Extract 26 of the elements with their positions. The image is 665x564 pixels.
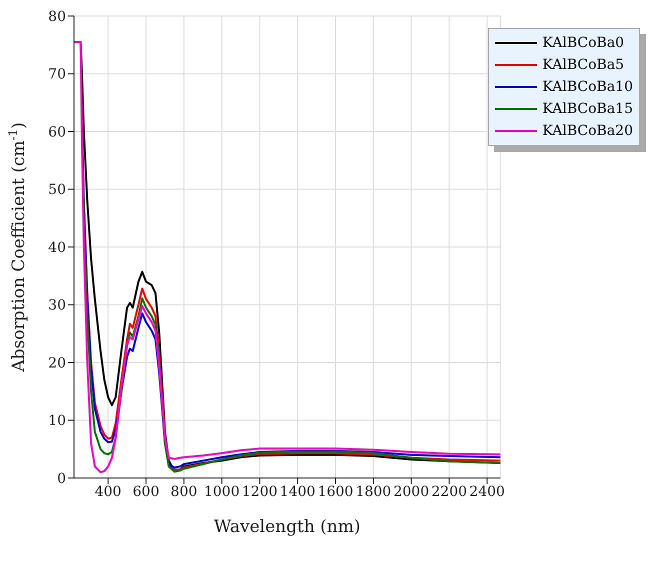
x-tick-label: 2200 (431, 484, 468, 500)
legend-label: KAlBCoBa5 (542, 56, 624, 75)
legend-label: KAlBCoBa10 (542, 78, 633, 97)
x-tick-label: 600 (132, 484, 160, 500)
y-tick-label: 10 (48, 413, 66, 430)
x-tick-label: 1600 (318, 484, 354, 500)
x-tick-label: 2400 (469, 484, 505, 500)
x-tick-label: 400 (94, 484, 122, 500)
y-tick-label: 30 (48, 298, 66, 314)
x-axis-title: Wavelength (nm) (214, 517, 361, 537)
y-tick-label: 70 (48, 66, 66, 83)
y-tick-label: 60 (48, 124, 66, 140)
x-tick-label: 1800 (356, 484, 392, 500)
legend-label: KAlBCoBa0 (542, 34, 624, 53)
legend-label: KAlBCoBa20 (542, 122, 633, 141)
y-tick-label: 80 (48, 8, 66, 25)
x-tick-label: 1400 (280, 484, 316, 500)
y-tick-label: 50 (48, 182, 66, 198)
x-tick-label: 1200 (242, 484, 278, 500)
y-tick-label: 40 (48, 240, 66, 256)
y-tick-label: 20 (48, 355, 66, 372)
x-tick-label: 800 (170, 484, 198, 500)
x-tick-label: 1000 (204, 484, 240, 500)
y-tick-label: 0 (57, 470, 66, 487)
x-tick-label: 2000 (393, 484, 430, 500)
legend-label: KAlBCoBa15 (542, 100, 633, 119)
